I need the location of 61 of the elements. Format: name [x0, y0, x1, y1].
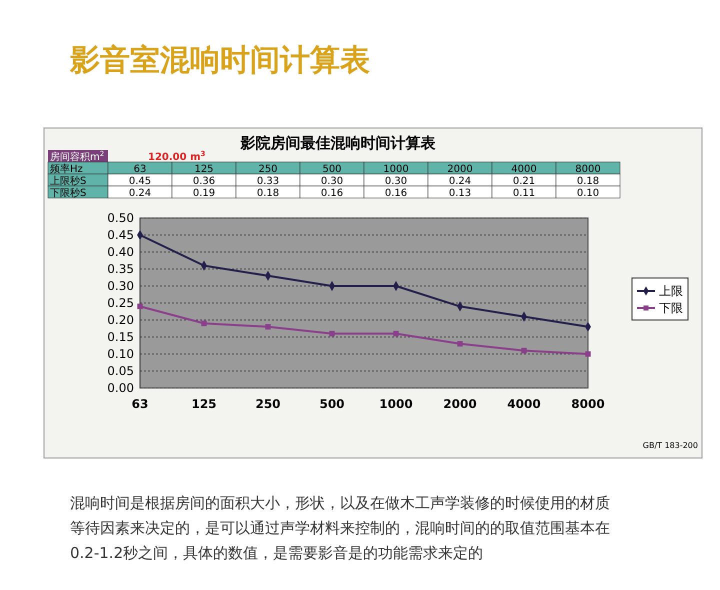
x-tick-label: 63	[132, 397, 148, 411]
category-label: 125	[194, 164, 214, 175]
data-label: 0.16	[320, 188, 344, 199]
category-label: 63	[134, 164, 146, 175]
point	[393, 330, 399, 336]
category-label: 2000	[447, 164, 473, 175]
y-tick-label: 0.15	[107, 330, 134, 344]
y-tick-label: 0.10	[107, 347, 134, 362]
data-label: 0.16	[384, 188, 408, 199]
data-label: 0.24	[448, 176, 472, 187]
y-tick-label: 0.05	[107, 364, 134, 378]
point	[201, 320, 207, 326]
data-label: 0.24	[128, 188, 152, 199]
point	[329, 330, 335, 336]
point	[137, 304, 143, 310]
category-label: 250	[258, 164, 278, 175]
x-tick-label: 4000	[507, 397, 541, 411]
y-tick-label: 0.20	[107, 313, 134, 328]
y-tick-label: 0.25	[107, 296, 134, 310]
point	[457, 341, 463, 347]
y-tick-label: 0.45	[107, 228, 134, 242]
data-label: 0.10	[576, 188, 600, 199]
text: GB/T 183-200	[642, 441, 698, 450]
category-label: 1000	[383, 164, 409, 175]
x-tick-label: 250	[255, 397, 281, 411]
y-tick-label: 0.30	[107, 279, 134, 294]
legend-label: 下限	[659, 301, 683, 316]
data-label: 0.33	[256, 176, 280, 187]
data-label: 0.13	[448, 188, 472, 199]
chart-title: 影音室混响时间计算表	[69, 43, 370, 78]
data-label: 0.18	[256, 188, 280, 199]
text: 频率Hz	[50, 163, 83, 175]
chart-subtitle: 影院房间最佳混响时间计算表	[240, 134, 436, 152]
category-label: 500	[322, 164, 342, 175]
category-label: 8000	[575, 164, 601, 175]
x-tick-label: 8000	[571, 397, 605, 411]
text: 房间容积m$^{2}$	[50, 150, 104, 163]
point	[265, 324, 271, 330]
legend-label: 上限	[659, 284, 683, 298]
data-label: 0.11	[512, 188, 536, 199]
x-tick-label: 125	[191, 397, 217, 411]
x-tick-label: 1000	[379, 397, 413, 411]
data-label: 0.30	[320, 176, 344, 187]
text: 上限秒S	[50, 175, 86, 187]
text: 混响时间是根据房间的面积大小，形状，以及在做木工声学装修的时候使用的材质等待因素来决定的，是可以通过声学材料来控制的，混响时间的的取值范围基本在0.2-1.2秒之间，具体的数值，是需要影音是的功能需求来定的	[70, 494, 610, 562]
y-tick-label: 0.00	[107, 381, 134, 396]
y-tick-label: 0.50	[107, 211, 134, 226]
data-label: 0.45	[128, 176, 152, 187]
data-label: 0.18	[576, 176, 600, 187]
x-tick-label: 500	[319, 397, 345, 411]
data-label: 0.19	[192, 188, 216, 199]
text: 下限秒S	[50, 187, 86, 199]
y-tick-label: 0.40	[107, 245, 134, 260]
text: 120.00 m$^{3}$	[148, 150, 206, 163]
category-label: 4000	[511, 164, 537, 175]
x-tick-label: 2000	[443, 397, 477, 411]
data-label: 0.21	[512, 176, 536, 187]
data-label: 0.30	[384, 176, 408, 187]
point	[521, 348, 527, 354]
y-tick-label: 0.35	[107, 262, 134, 276]
data-label: 0.36	[192, 176, 216, 187]
